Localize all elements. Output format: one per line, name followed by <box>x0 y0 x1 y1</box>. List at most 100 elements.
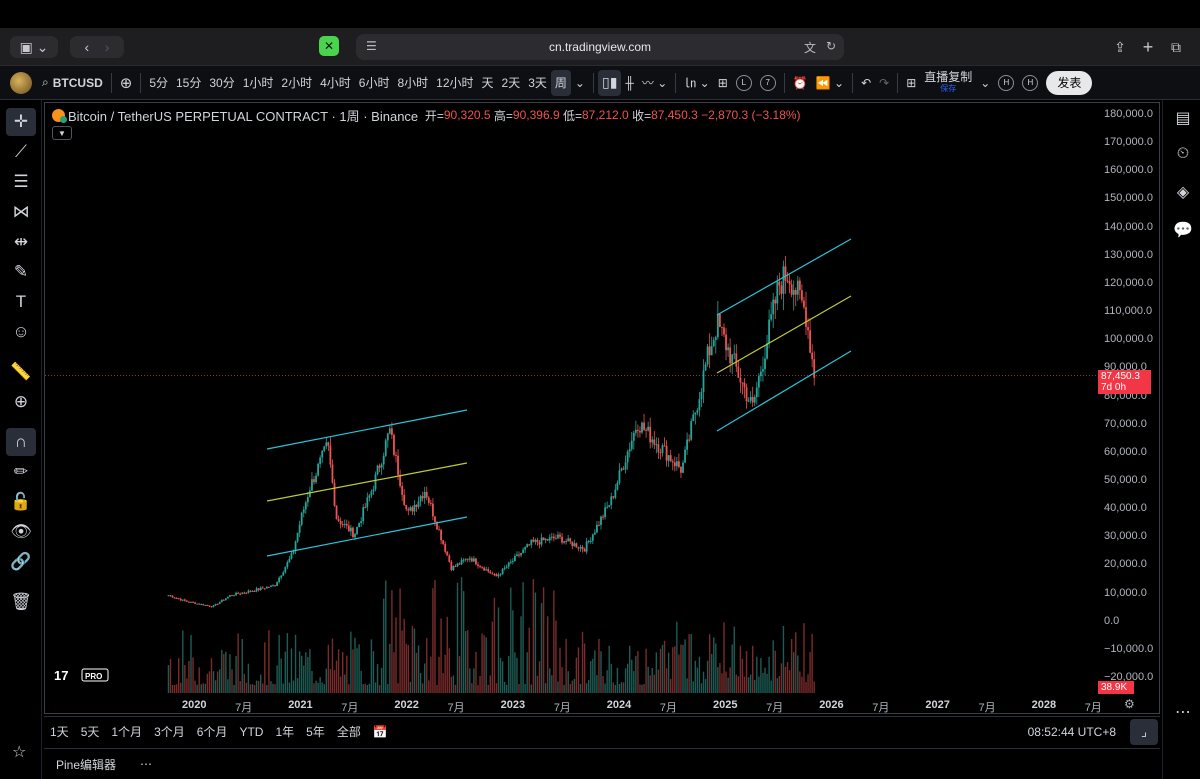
h-badge-2[interactable]: H <box>1018 66 1042 100</box>
zoom-tool[interactable]: ⊕ <box>6 388 36 416</box>
channel-line[interactable] <box>266 409 468 450</box>
interval-6[interactable]: 6小时 <box>358 76 390 90</box>
interval-dropdown[interactable]: ⌄ <box>571 66 589 100</box>
reset-scale-button[interactable]: ⌟ <box>1130 719 1158 745</box>
chart-pane[interactable] <box>44 102 1160 714</box>
pine-editor-tab[interactable]: Pine编辑器 <box>56 757 117 772</box>
alert-button[interactable]: ⏰ <box>789 66 812 100</box>
volume-bar <box>380 667 383 693</box>
legend-collapse-button[interactable]: ▼ <box>52 126 72 140</box>
range-2[interactable]: 1个月 <box>111 725 143 739</box>
volume-bar <box>670 679 672 693</box>
layout-dropdown[interactable]: ⌄ <box>976 66 994 100</box>
interval-8[interactable]: 12小时 <box>436 76 474 90</box>
channel-line[interactable] <box>716 350 852 432</box>
range-0[interactable]: 1天 <box>50 725 69 739</box>
prediction-tool[interactable]: ⇹ <box>6 228 36 256</box>
lock-tool[interactable]: 🔓 <box>6 488 36 516</box>
address-bar[interactable]: ☰ cn.tradingview.com 文 ↻ <box>356 34 844 60</box>
interval-5[interactable]: 4小时 <box>320 76 351 90</box>
hide-tool[interactable]: 👁 <box>6 518 36 546</box>
volume-bar <box>167 665 170 693</box>
channel-line[interactable] <box>266 462 468 502</box>
channel-line[interactable] <box>716 295 852 374</box>
interval-3[interactable]: 1小时 <box>242 76 274 90</box>
price-plot[interactable] <box>45 103 1099 695</box>
remove-drawings-tool[interactable]: 🗑 <box>6 588 36 616</box>
interval-7[interactable]: 8小时 <box>397 76 429 90</box>
interval-1[interactable]: 15分 <box>176 76 202 90</box>
bar-style-button[interactable]: ╫ <box>621 66 638 100</box>
sidebar-toggle-button[interactable]: ▣ ⌄ <box>10 36 58 58</box>
interval-12[interactable]: 周 <box>550 69 571 96</box>
back-icon[interactable]: ‹ <box>84 39 90 55</box>
magnet-tool[interactable]: ∩ <box>6 428 36 456</box>
layers-icon[interactable]: ◈ <box>1176 184 1190 201</box>
forward-icon[interactable]: › <box>104 39 110 55</box>
line-style-button[interactable]: 〰 ⌄ <box>638 66 671 100</box>
tabs-overview-icon[interactable]: ⧉ <box>1171 38 1181 55</box>
extension-icon[interactable]: ✕ <box>319 36 339 56</box>
interval-0[interactable]: 5分 <box>149 76 168 90</box>
channel-line[interactable] <box>266 516 468 557</box>
emoji-tool[interactable]: ☺ <box>6 318 36 346</box>
stay-drawing-tool[interactable]: ✏ <box>6 458 36 486</box>
page-menu-icon[interactable]: ☰ <box>366 39 377 53</box>
interval-2[interactable]: 30分 <box>209 76 235 90</box>
candle-style-button[interactable]: ▯▮ <box>597 69 622 96</box>
avatar[interactable] <box>10 71 32 94</box>
link-tool[interactable]: 🔗 <box>6 548 36 576</box>
templates-button[interactable]: ⊞ <box>714 66 732 100</box>
interval-10[interactable]: 2天 <box>501 76 521 90</box>
symbol-search[interactable]: ⌕ BTCUSD <box>38 66 107 100</box>
favorites-star-icon[interactable]: ☆ <box>12 744 27 761</box>
interval-9[interactable]: 天 <box>481 76 494 90</box>
replay-button[interactable]: ⏪ ⌄ <box>812 66 848 100</box>
range-8[interactable]: 全部 <box>336 725 361 739</box>
watchlist-icon[interactable]: ▤ <box>1175 110 1191 127</box>
translate-icon[interactable]: 文 <box>803 41 816 55</box>
candle <box>366 497 369 508</box>
range-4[interactable]: 6个月 <box>196 725 228 739</box>
volume-bar <box>696 667 699 693</box>
range-1[interactable]: 5天 <box>80 725 100 739</box>
range-7[interactable]: 5年 <box>306 725 325 739</box>
range-3[interactable]: 3个月 <box>154 725 185 739</box>
undo-button[interactable]: ↶ <box>857 66 875 100</box>
layout-button[interactable]: ⊞ <box>902 66 920 100</box>
chat-icon[interactable]: 💬 <box>1173 222 1193 239</box>
publish-button[interactable]: 发表 <box>1046 70 1093 95</box>
alerts-clock-icon[interactable]: ⏲ <box>1176 145 1190 162</box>
range-5[interactable]: YTD <box>239 724 264 739</box>
channel-line[interactable] <box>716 238 852 316</box>
save-layout-button[interactable]: 直播复制 保存 <box>920 66 976 100</box>
trendline-tool[interactable]: ⟋ <box>6 138 36 166</box>
reload-icon[interactable]: ↻ <box>825 39 836 53</box>
compare-button[interactable]: ⊕ <box>116 66 137 100</box>
indicator-badge-l[interactable]: L <box>732 66 756 100</box>
indicator-badge-7[interactable]: 7 <box>756 66 780 100</box>
h-badge-1[interactable]: H <box>994 66 1018 100</box>
goto-date-icon[interactable]: 📅 <box>372 724 388 739</box>
candle <box>532 539 535 542</box>
crosshair-tool[interactable]: ✛ <box>6 108 36 136</box>
more-tabs-button[interactable]: ⋯ <box>140 757 153 771</box>
interval-4[interactable]: 2小时 <box>281 76 313 90</box>
interval-11[interactable]: 3天 <box>528 76 547 90</box>
indicators-button[interactable]: ㏑ ⌄ <box>680 66 713 100</box>
text-tool[interactable]: T <box>6 288 36 316</box>
volume-bar <box>436 684 438 693</box>
brush-tool[interactable]: ✎ <box>6 258 36 286</box>
axis-settings-icon[interactable]: ⚙ <box>1124 697 1135 711</box>
clock[interactable]: 08:52:44 UTC+8 <box>1027 725 1116 739</box>
volume-bar <box>780 663 783 693</box>
measure-tool[interactable]: 📏 <box>6 358 36 386</box>
fib-tool[interactable]: ☰ <box>6 168 36 196</box>
layout-name: 直播复制 <box>924 69 973 84</box>
share-icon[interactable]: ⇪ <box>1114 38 1126 55</box>
redo-button[interactable]: ↷ <box>875 66 893 100</box>
new-tab-icon[interactable]: + <box>1142 36 1154 57</box>
more-apps-icon[interactable]: ⋯ <box>1175 704 1191 721</box>
range-6[interactable]: 1年 <box>275 725 295 739</box>
pattern-tool[interactable]: ⋈ <box>6 198 36 226</box>
